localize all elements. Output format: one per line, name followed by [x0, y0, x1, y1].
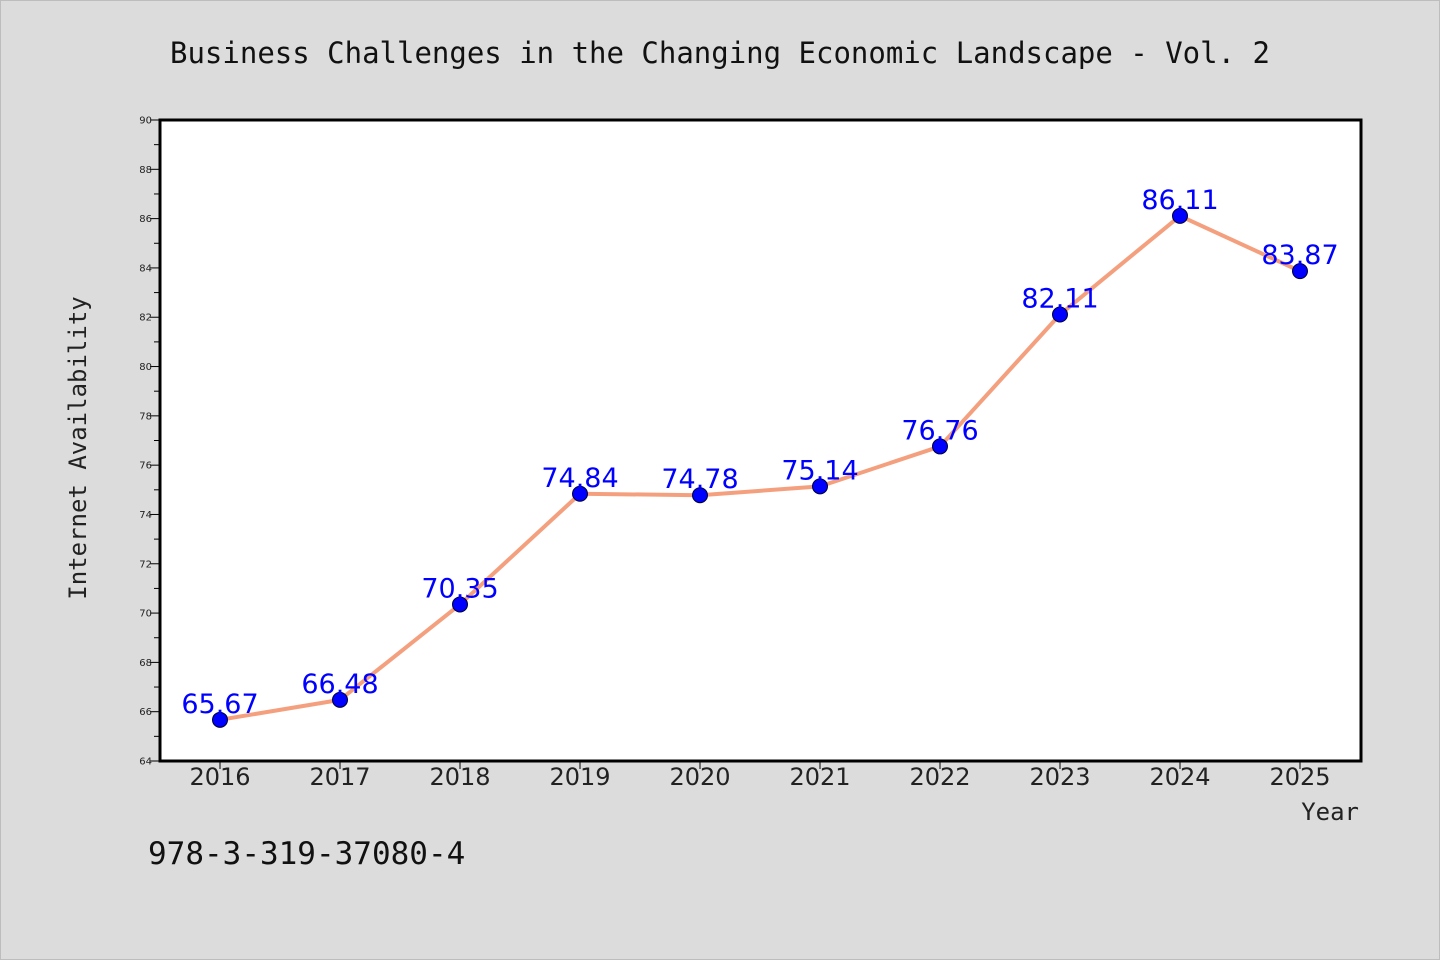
series-layer: 65.67 66.48 70.35 74.84 74.78 75.14 76.76 82.11…: [181, 185, 1339, 728]
data-label: 66.48: [301, 669, 378, 700]
x-tick-label: 2016: [189, 763, 250, 791]
data-point: [212, 711, 228, 728]
data-point: [572, 485, 588, 502]
y-tick-label: 70: [139, 609, 152, 620]
y-axis: 64 66 68 70 72 74 76 78 80 82 84 86 88 90: [139, 116, 160, 768]
y-tick-label: 82: [139, 313, 152, 324]
x-tick-label: 2024: [1149, 763, 1210, 791]
data-point: [1172, 207, 1188, 224]
data-point: [932, 438, 948, 455]
data-label: 86.11: [1141, 185, 1218, 216]
y-tick-label: 76: [139, 461, 152, 472]
x-tick-label: 2017: [309, 763, 370, 791]
data-label: 65.67: [181, 689, 258, 720]
x-tick-label: 2018: [429, 763, 490, 791]
data-point: [452, 596, 468, 613]
y-tick-label: 74: [139, 510, 152, 521]
y-axis-label: Internet Availability: [64, 296, 92, 599]
y-tick-label: 64: [139, 757, 152, 768]
x-axis-label: Year: [1301, 798, 1359, 826]
x-tick-label: 2023: [1029, 763, 1090, 791]
chart-title: Business Challenges in the Changing Econ…: [170, 36, 1270, 70]
data-label: 70.35: [421, 573, 498, 604]
data-label: 76.76: [901, 415, 978, 446]
x-tick-label: 2025: [1269, 763, 1330, 791]
data-label: 74.78: [661, 464, 738, 495]
y-tick-label: 72: [139, 559, 152, 570]
y-tick-label: 86: [139, 214, 152, 225]
data-point: [692, 487, 708, 504]
x-tick-label: 2021: [789, 763, 850, 791]
y-tick-label: 66: [139, 707, 152, 718]
data-label: 83.87: [1261, 240, 1338, 271]
plot-area: [160, 120, 1361, 761]
series-line: [218, 213, 1302, 722]
y-tick-label: 88: [139, 165, 152, 176]
y-tick-label: 80: [139, 362, 152, 373]
plot-frame: [158, 118, 1363, 763]
data-point: [1052, 306, 1068, 323]
x-tick-label: 2019: [549, 763, 610, 791]
data-label: 82.11: [1021, 284, 1098, 315]
y-tick-label: 90: [139, 116, 152, 127]
data-point: [1292, 263, 1308, 280]
isbn-text: 978-3-319-37080-4: [148, 836, 465, 872]
data-point: [332, 691, 348, 708]
data-point: [812, 478, 828, 495]
y-tick-label: 78: [139, 411, 152, 422]
y-tick-label: 68: [139, 658, 152, 669]
data-label: 74.84: [541, 463, 618, 494]
x-axis: 2016 2017 2018 2019 2020 2021 2022 2023 2024 2025: [189, 761, 1331, 791]
data-label: 75.14: [781, 455, 858, 486]
x-tick-label: 2022: [909, 763, 970, 791]
x-tick-label: 2020: [669, 763, 730, 791]
y-tick-label: 84: [139, 263, 152, 274]
